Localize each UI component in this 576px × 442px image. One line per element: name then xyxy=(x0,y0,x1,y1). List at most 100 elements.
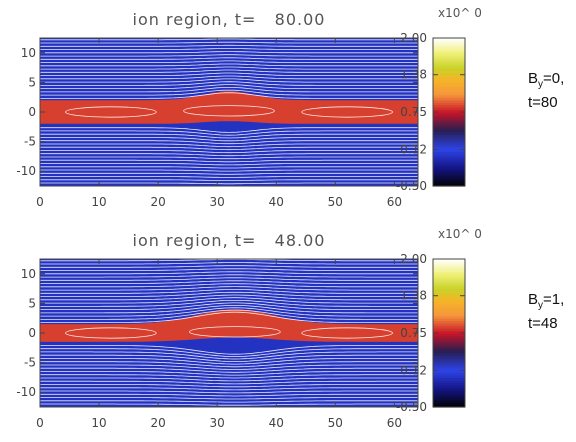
colorbar-segment xyxy=(433,87,465,91)
colorbar-multiplier: x10^ 0 xyxy=(438,227,482,241)
annotation-sub: y xyxy=(538,300,544,311)
colorbar-segment xyxy=(433,129,465,133)
field-line xyxy=(40,397,418,400)
field-line xyxy=(40,305,418,314)
heatmap-plot: 0 10 20 30 40 50 601050-5-102.001.380.750.12-0… xyxy=(16,252,466,430)
x-tick-label: 40 xyxy=(269,195,284,209)
colorbar-segment xyxy=(433,261,465,265)
colorbar-segment xyxy=(433,404,465,408)
colorbar-segment xyxy=(433,291,465,295)
colorbar-tick-label: -0.50 xyxy=(396,179,427,193)
field-line xyxy=(40,63,418,67)
colorbar-segment xyxy=(433,114,465,118)
field-line xyxy=(40,361,418,368)
field-line xyxy=(40,54,418,57)
colorbar-segment xyxy=(433,288,465,292)
field-line xyxy=(40,358,418,365)
current-sheet xyxy=(40,309,418,342)
colorbar-segment xyxy=(433,92,465,96)
annotation-value: =1, xyxy=(543,291,565,308)
colorbar-segment xyxy=(433,337,465,341)
colorbar-segment xyxy=(433,335,465,339)
colorbar-segment xyxy=(433,330,465,334)
colorbar-segment xyxy=(433,328,465,332)
colorbar-segment xyxy=(433,116,465,120)
field-line xyxy=(40,153,418,157)
field-line xyxy=(40,403,418,406)
colorbar-segment xyxy=(433,163,465,167)
colorbar-segment xyxy=(433,176,465,180)
field-line xyxy=(40,307,418,317)
colorbar-segment xyxy=(433,266,465,270)
field-line xyxy=(40,150,418,154)
colorbar-segment xyxy=(433,303,465,307)
colorbar-segment xyxy=(433,379,465,383)
colorbar-segment xyxy=(433,387,465,391)
colorbar-segment xyxy=(433,144,465,148)
colorbar-segment xyxy=(433,70,465,74)
colorbar-segment xyxy=(433,345,465,349)
colorbar-tick-label: 1.38 xyxy=(400,289,427,303)
annotation-time: t=80 xyxy=(528,94,558,111)
field-line xyxy=(40,274,418,278)
colorbar-segment xyxy=(433,271,465,275)
colorbar-segment xyxy=(433,47,465,51)
field-line xyxy=(40,384,418,388)
magnetic-island xyxy=(189,326,281,338)
field-line xyxy=(40,377,418,382)
magnetic-island xyxy=(301,327,393,339)
colorbar-segment xyxy=(433,166,465,170)
field-line xyxy=(40,380,418,385)
field-line xyxy=(40,309,418,320)
field-line xyxy=(40,48,418,50)
colorbar-segment xyxy=(433,308,465,312)
colorbar-segment xyxy=(433,97,465,101)
x-tick-label: 10 xyxy=(91,195,106,209)
field-line xyxy=(40,280,418,284)
annotation: By=1, t=48 xyxy=(528,291,564,333)
field-line xyxy=(40,371,418,376)
plot-title: ion region, t= 48.00 xyxy=(132,231,326,250)
field-line xyxy=(40,84,418,89)
x-tick-label: 60 xyxy=(387,416,402,430)
colorbar-segment xyxy=(433,394,465,398)
field-line xyxy=(40,140,418,145)
field-line xyxy=(40,66,418,70)
field-line xyxy=(40,400,418,403)
colorbar-segment xyxy=(433,124,465,128)
field-line xyxy=(40,291,418,297)
y-tick-label: 10 xyxy=(21,267,36,281)
field-line xyxy=(40,172,418,175)
colorbar-segment xyxy=(433,52,465,56)
colorbar-segment xyxy=(433,278,465,282)
colorbar-segment xyxy=(433,325,465,329)
field-line xyxy=(40,354,418,362)
colorbar-segment xyxy=(433,392,465,396)
colorbar-segment xyxy=(433,273,465,277)
annotation-value: =0, xyxy=(543,70,565,87)
field-line xyxy=(40,156,418,160)
field-line xyxy=(40,265,418,268)
y-tick-label: -10 xyxy=(16,164,36,178)
field-lines xyxy=(40,38,418,185)
field-line xyxy=(40,130,418,136)
colorbar-segment xyxy=(433,268,465,272)
colorbar-segment xyxy=(433,72,465,76)
colorbar-segment xyxy=(433,286,465,290)
colorbar-segment xyxy=(433,305,465,309)
colorbar-segment xyxy=(433,171,465,175)
field-line xyxy=(40,179,418,181)
field-line xyxy=(40,176,418,178)
colorbar-segment xyxy=(433,55,465,59)
colorbar-tick-label: 0.12 xyxy=(400,363,427,377)
y-tick-label: 0 xyxy=(28,326,36,340)
colorbar: 2.00 1.38 0.75 0.12 -0.50 xyxy=(396,31,466,193)
heatmap-plot: 0 10 20 30 40 50 601050-5-102.001.380.750.12-0… xyxy=(16,31,466,209)
y-tick-label: -5 xyxy=(24,356,36,370)
x-tick-label: 30 xyxy=(210,195,225,209)
colorbar-segment xyxy=(433,119,465,123)
field-line xyxy=(40,41,418,44)
colorbar-segment xyxy=(433,112,465,116)
field-line xyxy=(40,87,418,93)
colorbar-segment xyxy=(433,62,465,66)
